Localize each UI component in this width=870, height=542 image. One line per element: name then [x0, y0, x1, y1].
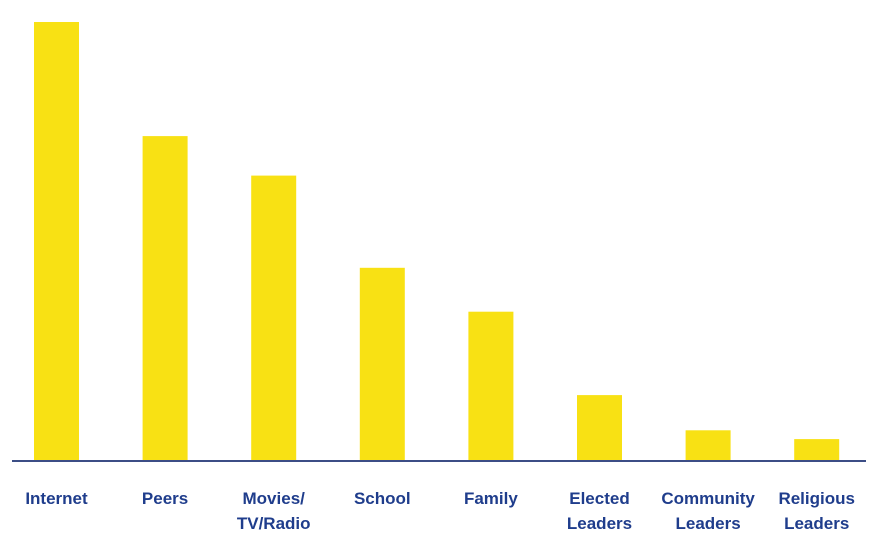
bar-2 [251, 175, 297, 461]
bar-1 [142, 136, 188, 461]
category-label-0: Internet [25, 489, 88, 508]
bar-4 [468, 311, 514, 461]
bar-7 [794, 439, 840, 462]
category-label-line: Elected [569, 489, 629, 508]
category-label-3: School [354, 489, 411, 508]
category-label-line: Leaders [567, 514, 632, 533]
category-label-4: Family [464, 489, 518, 508]
category-label-line: Internet [25, 489, 88, 508]
bar-5 [577, 395, 622, 461]
bar-3 [359, 267, 405, 461]
category-label-line: TV/Radio [237, 514, 311, 533]
bar-0 [34, 22, 79, 461]
category-label-line: Community [661, 489, 755, 508]
category-label-line: Peers [142, 489, 188, 508]
category-label-2: Movies/TV/Radio [237, 489, 311, 533]
category-label-line: Movies/ [243, 489, 306, 508]
category-label-line: Leaders [784, 514, 849, 533]
category-label-line: Religious [778, 489, 855, 508]
category-label-7: Religious Leaders [778, 489, 855, 533]
category-label-6: Community Leaders [661, 489, 755, 533]
category-label-1: Peers [142, 489, 188, 508]
category-label-line: Family [464, 489, 518, 508]
bars-group [34, 22, 840, 462]
category-label-line: School [354, 489, 411, 508]
category-label-5: Elected Leaders [567, 489, 632, 533]
category-labels-group: Internet Peers Movies/TV/Radio School Family… [25, 489, 855, 533]
category-label-line: Leaders [675, 514, 740, 533]
bar-6 [685, 430, 731, 461]
